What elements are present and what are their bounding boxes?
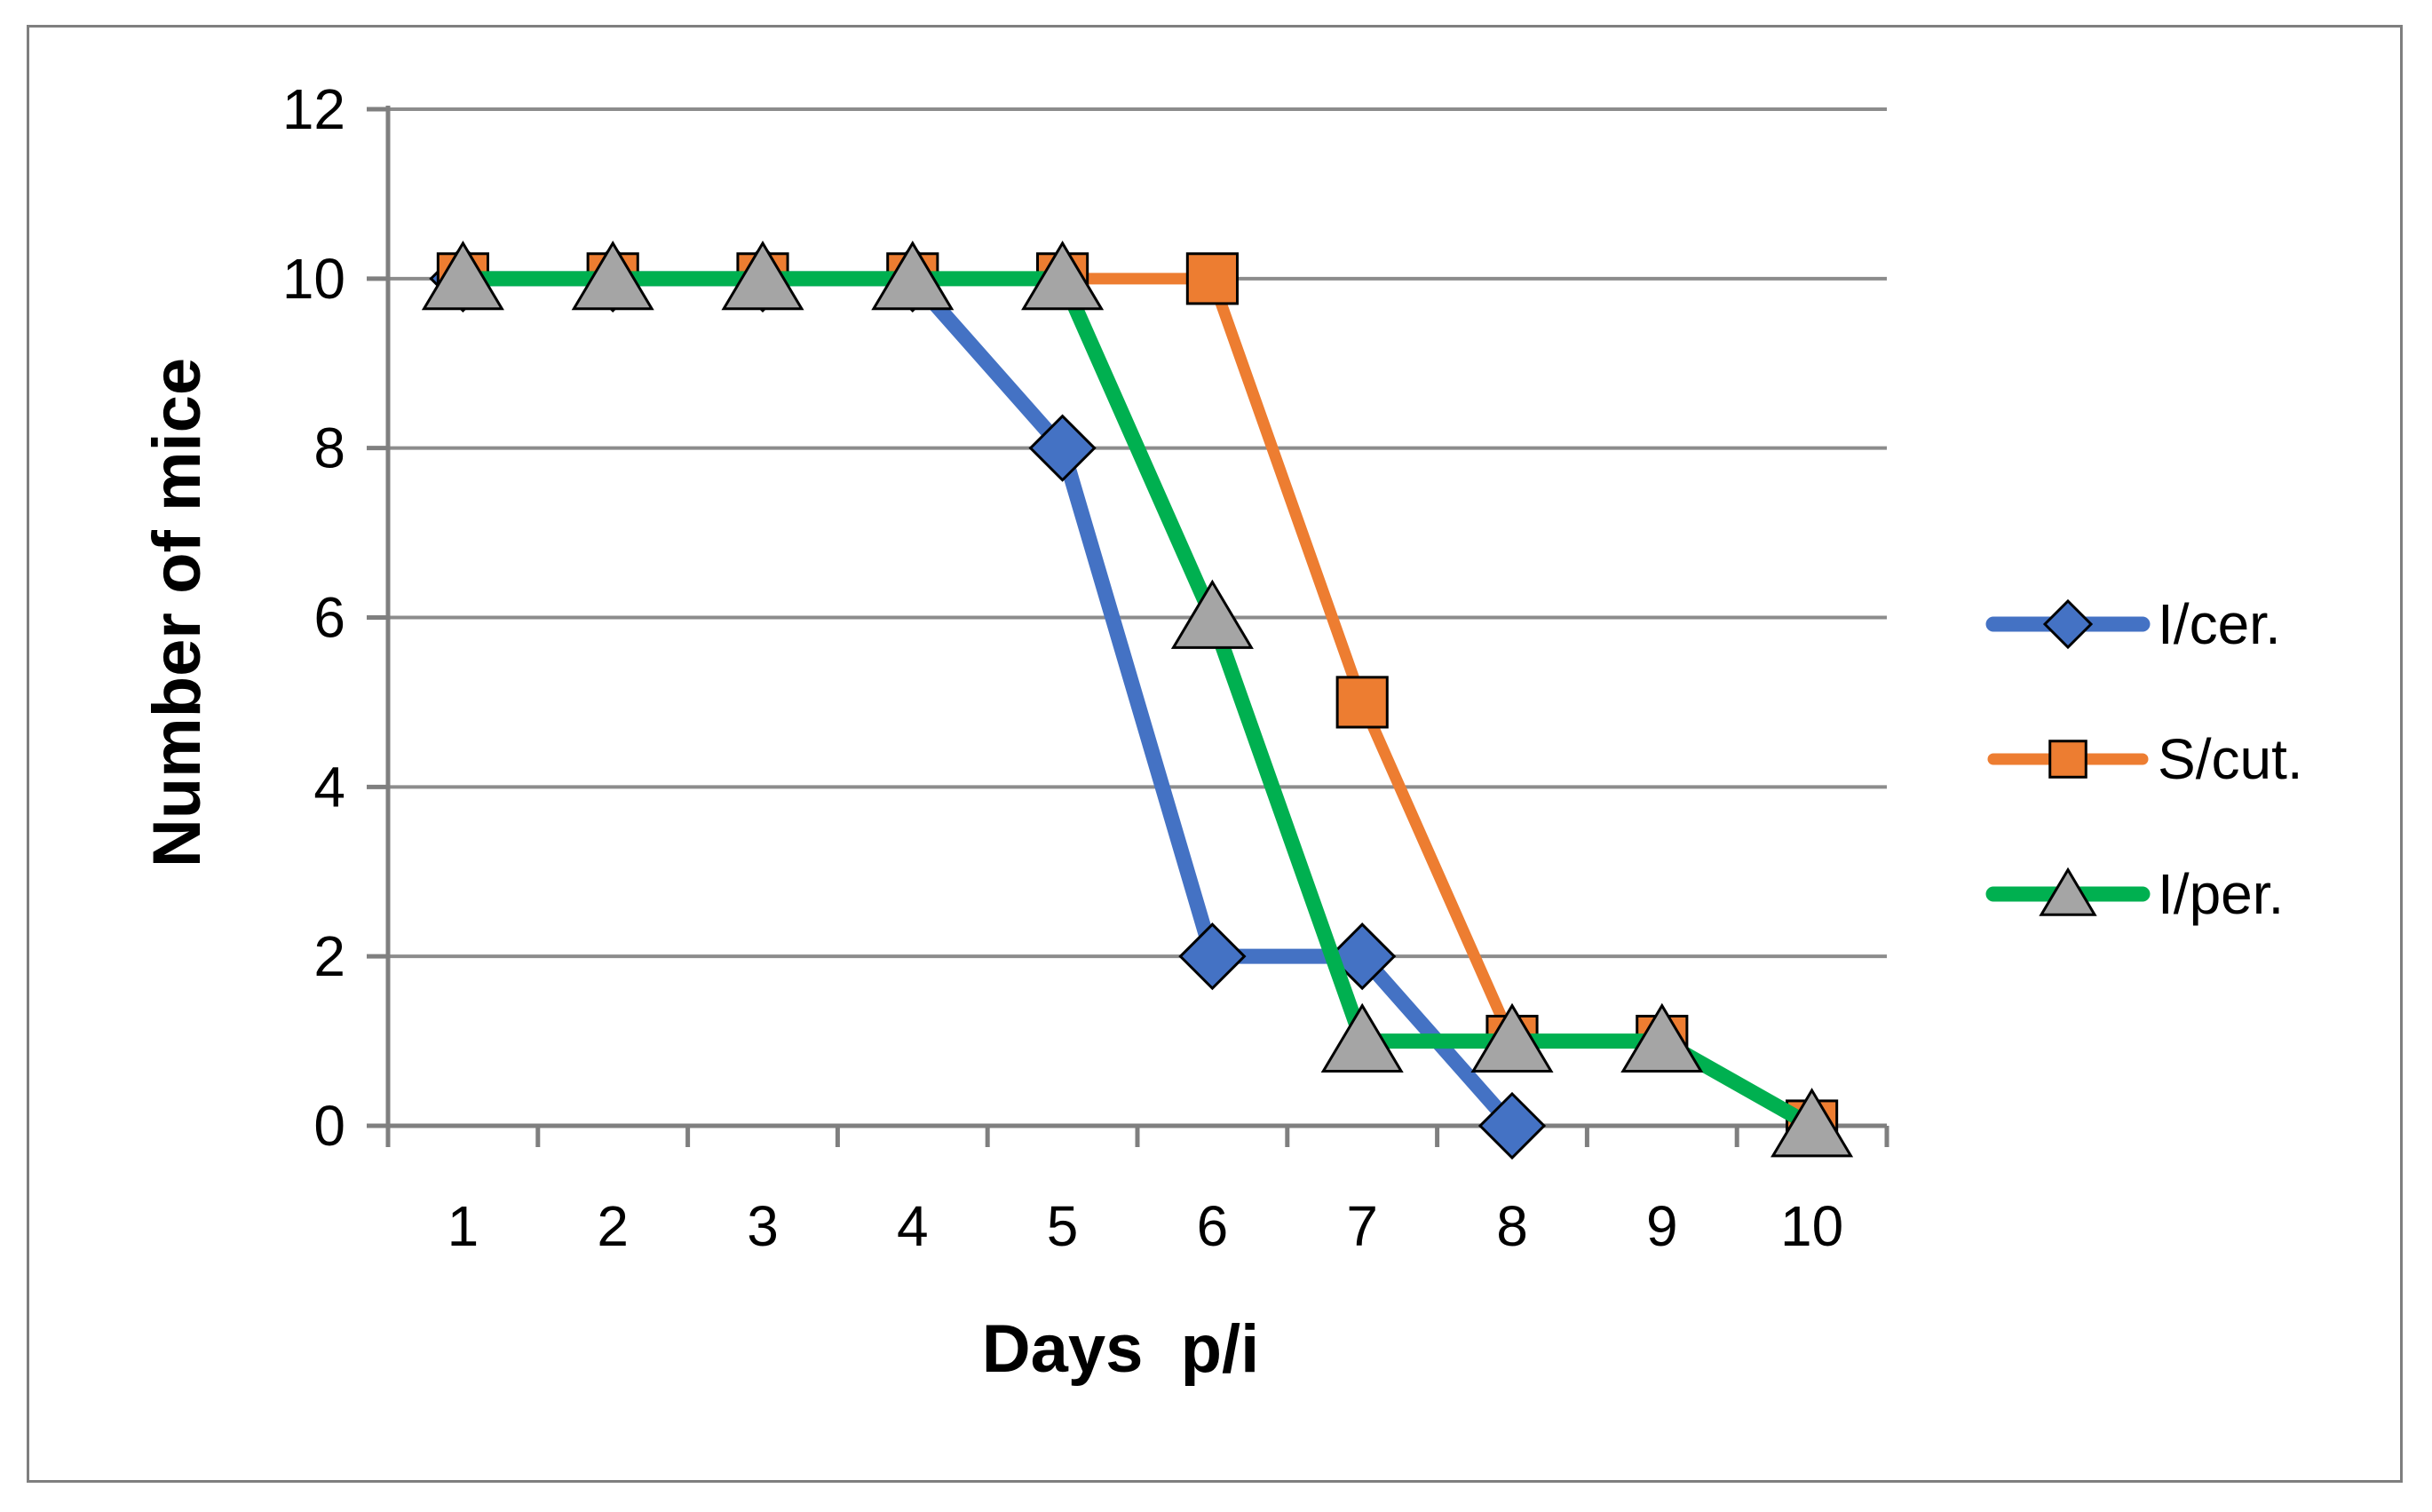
x-tick-label: 4 bbox=[897, 1194, 929, 1258]
data-point bbox=[1335, 676, 1389, 729]
data-point bbox=[1028, 414, 1097, 482]
data-point bbox=[1178, 922, 1247, 991]
series-group bbox=[421, 240, 1854, 1160]
data-point bbox=[1771, 1088, 1854, 1158]
x-tick-label: 5 bbox=[1047, 1194, 1079, 1258]
series-i-per bbox=[421, 240, 1854, 1158]
x-tick-label: 8 bbox=[1496, 1194, 1528, 1258]
data-point bbox=[571, 240, 654, 311]
data-point bbox=[1320, 1002, 1404, 1073]
y-tick-label: 4 bbox=[313, 755, 345, 819]
data-point bbox=[421, 240, 504, 311]
axes bbox=[367, 106, 1889, 1147]
y-tick-label: 6 bbox=[313, 586, 345, 650]
y-tick-label: 2 bbox=[313, 924, 345, 988]
data-point bbox=[871, 240, 955, 311]
y-axis-title: Number of mice bbox=[139, 358, 215, 867]
legend-label: S/cut. bbox=[2158, 727, 2303, 791]
data-point bbox=[1477, 1091, 1547, 1160]
legend-marker bbox=[2042, 598, 2094, 650]
legend-label: I/per. bbox=[2158, 862, 2284, 926]
data-point bbox=[1328, 922, 1397, 991]
legend-item-i-cer: I/cer. bbox=[1985, 592, 2281, 656]
x-tick-label: 2 bbox=[597, 1194, 629, 1258]
x-tick-label: 9 bbox=[1646, 1194, 1678, 1258]
legend: I/cer. S/cut. I/per. bbox=[1985, 592, 2303, 926]
data-point bbox=[1170, 579, 1254, 649]
x-tick-label: 1 bbox=[448, 1194, 479, 1258]
x-tick-label: 7 bbox=[1346, 1194, 1378, 1258]
legend-item-i-per: I/per. bbox=[1985, 862, 2284, 926]
y-tick-label: 8 bbox=[313, 416, 345, 480]
x-tick-label: 10 bbox=[1780, 1194, 1843, 1258]
y-tick-label: 12 bbox=[282, 77, 345, 141]
series-line bbox=[455, 271, 1820, 1134]
data-point bbox=[1185, 252, 1239, 305]
data-point bbox=[1620, 1002, 1704, 1073]
legend-marker bbox=[2048, 740, 2087, 779]
legend-item-s-cut: S/cut. bbox=[1987, 727, 2303, 791]
x-axis-title: Days p/i bbox=[982, 1311, 1260, 1387]
data-point bbox=[721, 240, 804, 311]
legend-marker bbox=[2039, 867, 2097, 916]
x-tick-label: 3 bbox=[747, 1194, 779, 1258]
data-point bbox=[1470, 1002, 1554, 1073]
gridlines bbox=[388, 107, 1887, 959]
x-tick-label: 6 bbox=[1197, 1194, 1229, 1258]
y-tick-label: 10 bbox=[282, 247, 345, 311]
legend-label: I/cer. bbox=[2158, 592, 2281, 656]
y-tick-label: 0 bbox=[313, 1094, 345, 1158]
data-point bbox=[1021, 240, 1105, 311]
